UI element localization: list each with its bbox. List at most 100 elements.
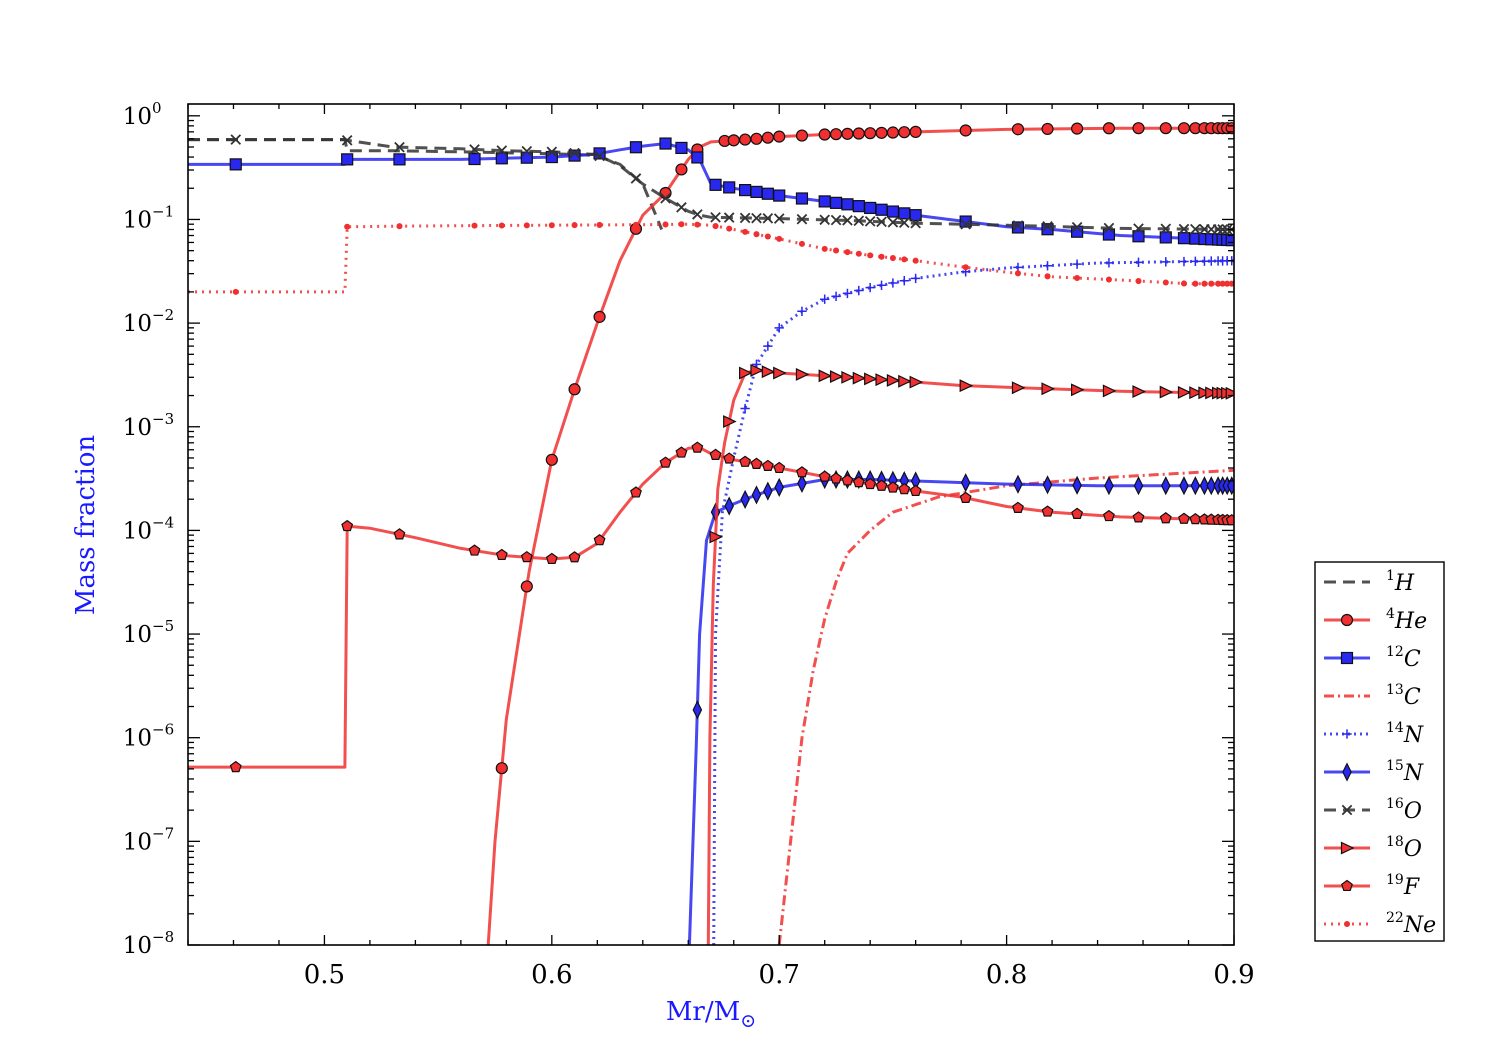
data-point — [1042, 221, 1053, 232]
data-point — [1133, 257, 1144, 267]
data-point — [820, 294, 830, 304]
data-point — [568, 383, 581, 396]
data-point — [1208, 280, 1215, 287]
y-tick-exponent: −6 — [152, 721, 174, 739]
data-point — [520, 550, 533, 563]
data-point — [1012, 501, 1024, 513]
legend-element: C — [1404, 685, 1421, 710]
legend-element: O — [1404, 799, 1422, 824]
data-point — [1190, 223, 1201, 235]
legend-marker — [1342, 762, 1352, 782]
data-point — [709, 178, 722, 191]
legend-label: 13C — [1386, 682, 1421, 710]
data-point — [1041, 223, 1054, 236]
y-tick-label: 10 — [123, 207, 152, 233]
data-point — [959, 379, 974, 393]
legend-mass-number: 12 — [1386, 644, 1404, 660]
data-point — [795, 367, 810, 381]
data-point — [692, 209, 703, 220]
data-point — [1225, 514, 1234, 526]
data-point — [901, 256, 908, 263]
data-point — [909, 484, 922, 497]
legend-mass-number: 13 — [1386, 682, 1404, 698]
data-point — [1133, 223, 1144, 234]
data-point — [867, 252, 874, 259]
data-point — [568, 149, 581, 162]
data-point — [393, 153, 406, 166]
data-point — [1161, 257, 1171, 267]
data-point — [1159, 231, 1172, 244]
data-point — [471, 222, 478, 229]
y-tick-base: 10 — [123, 104, 152, 130]
data-point — [691, 151, 704, 164]
data-point — [854, 285, 864, 296]
legend-item: 14N — [1324, 720, 1424, 748]
data-point — [774, 323, 784, 333]
data-point — [795, 192, 809, 205]
data-point — [742, 228, 749, 235]
legend-marker — [1341, 879, 1353, 892]
data-point — [1012, 220, 1024, 231]
y-tick-exponent: 0 — [152, 99, 162, 117]
legend-item: 19F — [1324, 872, 1420, 900]
legend-label: 4He — [1386, 606, 1427, 634]
legend-label: 15N — [1386, 758, 1424, 786]
data-point — [888, 278, 898, 288]
data-point — [1072, 259, 1082, 269]
data-point — [829, 370, 844, 384]
x-axis-tick-labels: 0.5 0.6 0.7 0.8 0.9 — [304, 960, 1255, 990]
legend-marker — [1340, 613, 1354, 627]
data-point — [1132, 122, 1145, 135]
legend-label: 12C — [1386, 644, 1421, 672]
data-point — [1102, 122, 1116, 135]
data-point — [763, 481, 773, 501]
legend-marker — [1343, 920, 1351, 928]
y-tick-exponent: −8 — [152, 928, 174, 946]
data-point — [712, 223, 719, 230]
legend-element: F — [1403, 875, 1420, 900]
y-tick-label: 10 — [123, 622, 152, 648]
x-tick-label: 0.6 — [531, 960, 572, 990]
data-point — [1070, 122, 1084, 135]
data-point — [1178, 223, 1190, 235]
data-point — [709, 530, 723, 544]
data-point — [864, 127, 877, 140]
data-point — [773, 189, 786, 202]
data-point — [898, 217, 910, 229]
data-point — [1192, 280, 1199, 287]
legend-element: H — [1394, 571, 1415, 596]
legend-element: N — [1403, 761, 1424, 786]
legend-box — [1314, 561, 1445, 942]
data-point — [1190, 256, 1201, 267]
plot-frame — [187, 103, 1235, 946]
data-point — [593, 533, 606, 546]
data-point — [468, 152, 481, 166]
data-point — [1132, 230, 1145, 243]
data-point — [495, 152, 508, 165]
data-point — [495, 548, 508, 561]
data-point — [959, 491, 972, 504]
data-point — [1162, 279, 1169, 286]
data-point — [1177, 122, 1191, 135]
data-point — [1104, 258, 1114, 268]
data-point — [568, 551, 581, 563]
data-point — [774, 477, 785, 497]
legend-mass-number: 19 — [1386, 872, 1404, 888]
data-point — [629, 141, 643, 154]
data-point — [751, 212, 762, 224]
data-point — [829, 128, 843, 141]
data-point — [773, 366, 787, 380]
data-point — [1133, 476, 1144, 496]
data-point — [659, 186, 672, 200]
data-point — [1074, 274, 1081, 282]
data-point — [1205, 386, 1219, 400]
data-point — [864, 216, 876, 227]
data-point — [1104, 476, 1114, 496]
legend-item: 12C — [1324, 644, 1421, 672]
data-point — [1041, 382, 1055, 396]
data-point — [864, 372, 878, 386]
data-point — [569, 147, 580, 159]
data-point — [1105, 276, 1112, 283]
data-point — [763, 341, 773, 351]
